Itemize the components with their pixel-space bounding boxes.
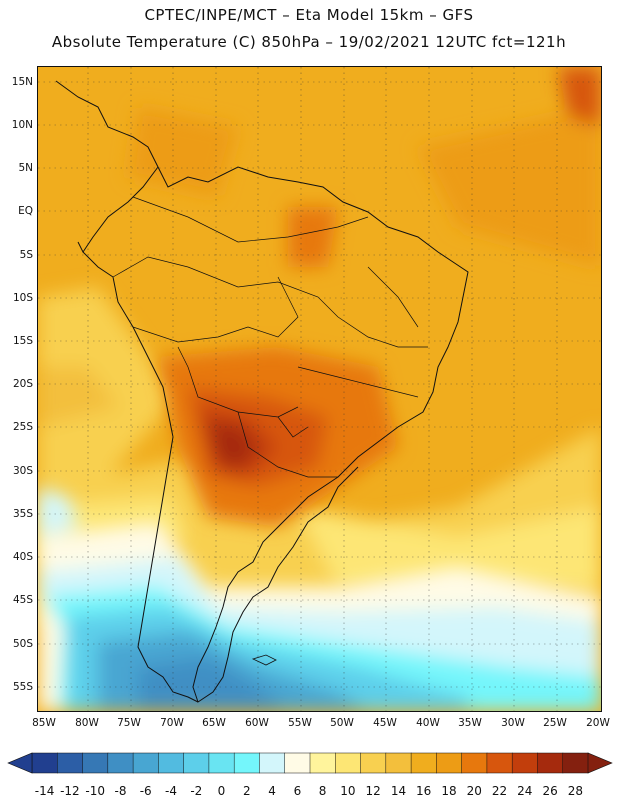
colorbar-label: -4 [165,784,177,798]
lon-label: 50W [330,717,354,729]
lat-label: 10S [12,292,33,304]
colorbar-cell [132,752,159,774]
colorbar-label: 0 [217,784,226,798]
colorbar-cell [107,752,134,774]
lon-label: 70W [160,717,184,729]
coastline [55,80,469,703]
colorbar [7,752,613,774]
lat-label: 40S [12,551,33,563]
lon-label: 20W [586,717,610,729]
colorbar-cell [360,752,387,774]
lat-label: 5S [19,249,33,261]
colorbar-arrow-left [7,752,33,774]
chart-title-line2: Absolute Temperature (C) 850hPa – 19/02/… [51,33,567,51]
colorbar-label: 24 [517,784,533,798]
lon-label: 25W [543,717,567,729]
colorbar-cell [82,752,109,774]
colorbar-cell [183,752,210,774]
colorbar-cells [31,752,589,774]
lat-label: 5N [18,162,33,174]
colorbar-cell [461,752,488,774]
field-bands-cold [38,487,601,711]
colorbar-label: 22 [491,784,508,798]
colorbar-cell [562,752,589,774]
colorbar-cell [259,752,286,774]
colorbar-label: 10 [340,784,356,798]
lat-label: 15N [11,76,33,88]
graticule [38,67,601,711]
colorbar-label: 28 [567,784,584,798]
colorbar-cell [31,752,58,774]
lon-label: 60W [245,717,269,729]
lat-label: EQ [18,205,33,217]
colorbar-cell [436,752,463,774]
lon-label: 75W [117,717,141,729]
colorbar-cell [486,752,513,774]
colorbar-cell [57,752,84,774]
colorbar-cell [284,752,311,774]
colorbar-cell [335,752,362,774]
colorbar-label: 8 [318,784,327,798]
colorbar-arrow-right [587,752,613,774]
lon-label: 35W [458,717,482,729]
lat-label: 15S [12,335,33,347]
colorbar-label: 18 [441,784,457,798]
falklands [251,654,277,666]
lat-label: 45S [12,594,33,606]
colorbar-cell [158,752,185,774]
lat-label: 55S [12,681,33,693]
colorbar-label: 2 [242,784,251,798]
colorbar-cell [208,752,235,774]
colorbar-label: -8 [114,784,127,798]
temperature-map [37,66,602,712]
lat-label: 20S [12,378,33,390]
lat-label: 30S [12,465,33,477]
colorbar-cell [537,752,564,774]
colorbar-cell [309,752,336,774]
colorbar-label: -14 [34,784,55,798]
colorbar-label: -6 [139,784,152,798]
colorbar-label: 26 [542,784,558,798]
colorbar-label: -10 [85,784,105,798]
lon-label: 30W [501,717,525,729]
map-canvas [38,67,601,711]
lon-label: 80W [75,717,99,729]
lon-label: 55W [288,717,312,729]
colorbar-label: 6 [293,784,302,798]
colorbar-label: 12 [365,784,381,798]
colorbar-label: 20 [466,784,482,798]
chart-title-line1: CPTEC/INPE/MCT – Eta Model 15km – GFS [144,6,474,24]
colorbar-label: 14 [390,784,407,798]
colorbar-label: -2 [190,784,203,798]
colorbar-cell [511,752,538,774]
colorbar-cell [233,752,260,774]
colorbar-cell [410,752,437,774]
colorbar-label: 4 [268,784,276,798]
colorbar-label: -12 [60,784,80,798]
lon-label: 65W [202,717,226,729]
lat-label: 50S [12,638,33,650]
lat-label: 10N [11,119,33,131]
lat-label: 25S [12,421,33,433]
colorbar-label: 16 [416,784,432,798]
lat-label: 35S [12,508,33,520]
country-borders [112,196,428,478]
lon-label: 45W [373,717,397,729]
colorbar-cell [385,752,412,774]
lon-label: 40W [416,717,440,729]
lon-label: 85W [32,717,56,729]
